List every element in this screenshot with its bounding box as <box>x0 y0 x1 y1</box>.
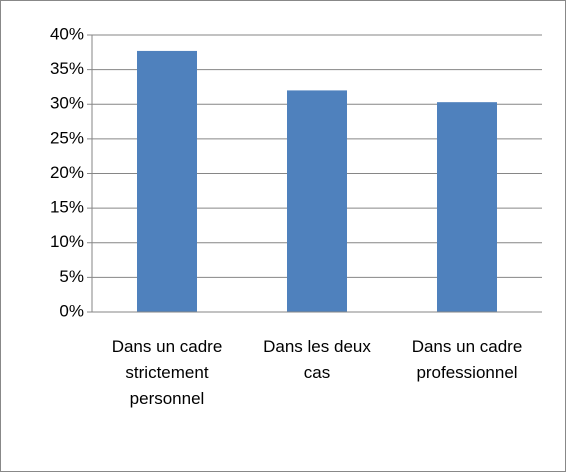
bar <box>137 50 197 313</box>
y-tick-label: 30% <box>50 94 84 113</box>
bar <box>437 102 497 312</box>
y-tick-label: 15% <box>50 198 84 217</box>
y-tick-label: 40% <box>50 24 84 43</box>
y-tick-label: 35% <box>50 59 84 78</box>
y-tick-label: 10% <box>50 232 84 251</box>
x-tick-label: Dans les deux cas <box>263 337 371 382</box>
y-tick-label: 0% <box>59 301 84 320</box>
bar <box>287 90 347 313</box>
x-tick-label: Dans un cadre professionnel <box>411 337 523 382</box>
y-tick-label: 20% <box>50 163 84 182</box>
y-tick-label: 25% <box>50 128 84 147</box>
y-tick-label: 5% <box>59 267 84 286</box>
x-tick-label: Dans un cadre strictement personnel <box>111 337 223 408</box>
